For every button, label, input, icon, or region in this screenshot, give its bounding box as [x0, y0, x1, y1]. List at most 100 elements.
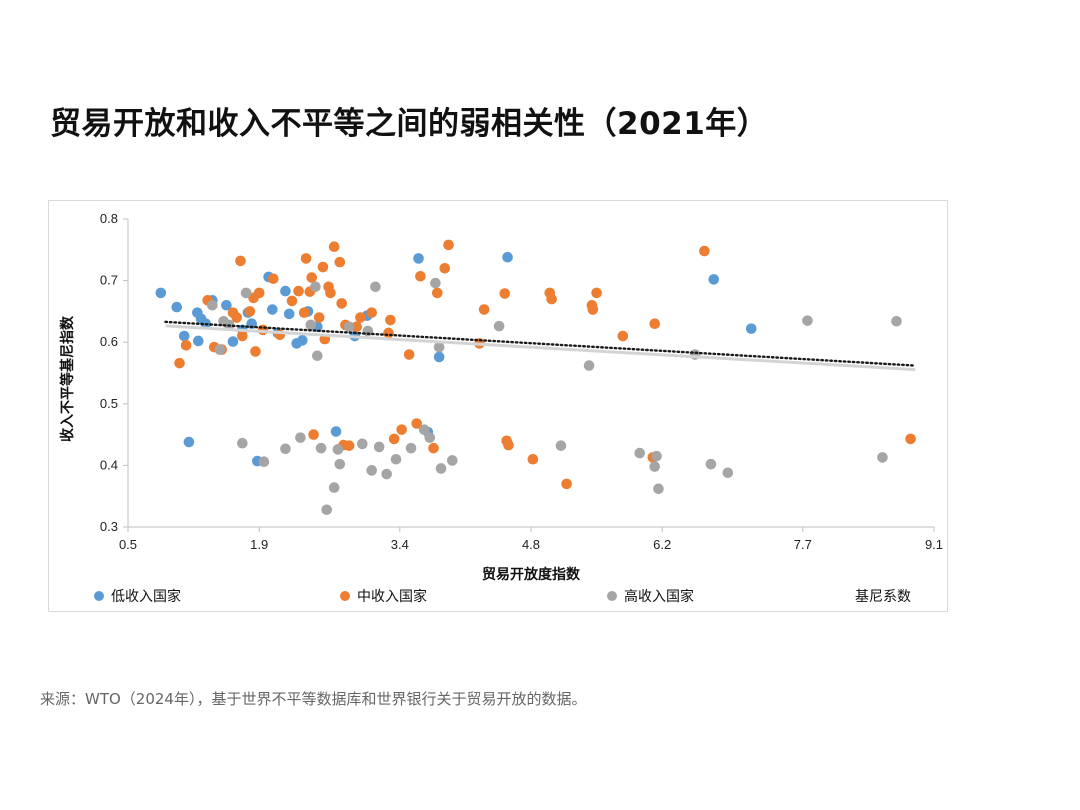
point-high-income — [321, 504, 332, 516]
point-mid-income — [298, 307, 310, 318]
point-high-income — [493, 320, 505, 332]
legend-label-trendline: 基尼系数 — [855, 588, 911, 605]
point-mid-income — [591, 287, 602, 299]
point-high-income — [357, 438, 368, 450]
point-mid-income — [355, 312, 366, 323]
chart-axes: 0.3 0.4 0.5 0.6 0.7 0.8 0.5 1.9 3.4 4.8 6.2 7.7 9.1 — [100, 211, 943, 552]
point-mid-income — [174, 357, 185, 369]
trendline — [164, 320, 917, 367]
point-high-income — [334, 458, 346, 470]
legend-label-high: 高收入国家 — [624, 588, 694, 605]
legend-label-mid: 中收入国家 — [357, 588, 427, 605]
point-high-income — [555, 440, 567, 451]
point-mid-income — [699, 245, 710, 257]
point-mid-income — [366, 307, 377, 318]
point-high-income — [370, 281, 381, 293]
point-high-income — [405, 442, 417, 454]
point-mid-income — [336, 298, 347, 309]
point-high-income — [649, 461, 661, 472]
point-mid-income — [546, 293, 557, 305]
point-mid-income — [235, 255, 246, 267]
page-title: 贸易开放和收入不平等之间的弱相关性（2021年） — [50, 106, 769, 142]
point-mid-income — [478, 304, 490, 315]
point-high-income — [424, 432, 436, 443]
point-high-income — [653, 483, 664, 495]
point-mid-income — [180, 339, 192, 351]
point-high-income — [433, 341, 445, 353]
point-high-income — [381, 468, 392, 480]
point-high-income — [310, 281, 321, 293]
point-mid-income — [439, 262, 451, 274]
point-high-income — [207, 299, 218, 311]
point-mid-income — [411, 418, 422, 429]
legend-marker-mid — [340, 591, 350, 601]
y-tick-label: 0.6 — [100, 334, 118, 349]
point-high-income — [651, 450, 662, 462]
point-high-income — [312, 350, 323, 362]
point-mid-income — [443, 239, 454, 251]
point-low-income — [227, 336, 239, 347]
point-mid-income — [428, 442, 439, 454]
point-high-income — [305, 319, 317, 331]
x-tick-label: 6.2 — [653, 537, 671, 552]
scatter-chart: 0.30.40.50.60.70.80.5 1.9 3.4 4.8 6.2 7.7 9.1 … — [59, 211, 943, 605]
point-high-income — [240, 287, 252, 299]
point-mid-income — [649, 318, 661, 330]
point-mid-income — [313, 312, 325, 323]
point-mid-income — [250, 346, 261, 357]
point-high-income — [373, 441, 385, 453]
y-tick-label: 0.8 — [100, 211, 118, 226]
point-low-income — [155, 287, 167, 299]
source-note: 来源：WTO（2024年），基于世界不平等数据库和世界银行关于贸易开放的数据。 — [40, 690, 587, 708]
trendline-shadow — [165, 324, 916, 372]
point-mid-income — [403, 349, 415, 360]
point-low-income — [283, 308, 295, 320]
point-high-income — [237, 437, 248, 449]
x-tick-label: 4.8 — [522, 537, 540, 552]
y-tick-label: 0.3 — [100, 519, 118, 534]
point-high-income — [418, 424, 430, 435]
point-mid-income — [499, 288, 511, 299]
point-high-income — [891, 315, 902, 327]
point-mid-income — [317, 261, 329, 273]
point-mid-income — [415, 270, 426, 282]
chart-marks — [155, 239, 916, 516]
point-high-income — [802, 315, 813, 326]
point-high-income — [435, 463, 447, 474]
point-high-income — [214, 344, 226, 355]
point-mid-income — [388, 433, 400, 445]
x-tick-label: 3.4 — [391, 537, 409, 552]
point-low-income — [297, 335, 308, 346]
y-tick-label: 0.7 — [100, 273, 118, 288]
point-high-income — [258, 456, 270, 468]
chart-frame: 0.3 0.4 0.5 0.6 0.7 0.8 0.5 1.9 3.4 4.8 6.2 7.7 9.1 … — [48, 200, 948, 612]
point-low-income — [502, 251, 513, 263]
point-low-income — [708, 274, 720, 285]
point-low-income — [183, 436, 195, 448]
point-low-income — [192, 335, 204, 347]
chart-legend: 低收入国家 中收入国家 高收入国家 基尼系数 — [94, 588, 911, 605]
point-low-income — [267, 304, 278, 315]
point-mid-income — [244, 306, 256, 317]
point-low-income — [745, 323, 757, 334]
point-mid-income — [237, 330, 248, 342]
point-mid-income — [385, 314, 396, 326]
point-high-income — [366, 465, 377, 476]
y-tick-label: 0.5 — [100, 396, 118, 411]
x-tick-label: 1.9 — [250, 537, 268, 552]
point-low-income — [171, 301, 183, 313]
point-mid-income — [343, 440, 355, 451]
point-high-income — [705, 458, 717, 470]
point-low-income — [280, 285, 291, 297]
point-mid-income — [253, 287, 265, 299]
point-high-income — [328, 482, 340, 493]
point-low-income — [221, 299, 232, 311]
point-mid-income — [351, 321, 362, 333]
x-tick-label: 0.5 — [119, 537, 137, 552]
legend-label-low: 低收入国家 — [111, 588, 181, 605]
point-mid-income — [396, 424, 407, 435]
point-mid-income — [587, 304, 599, 315]
point-mid-income — [300, 253, 312, 264]
point-mid-income — [617, 330, 629, 342]
point-mid-income — [308, 429, 319, 440]
